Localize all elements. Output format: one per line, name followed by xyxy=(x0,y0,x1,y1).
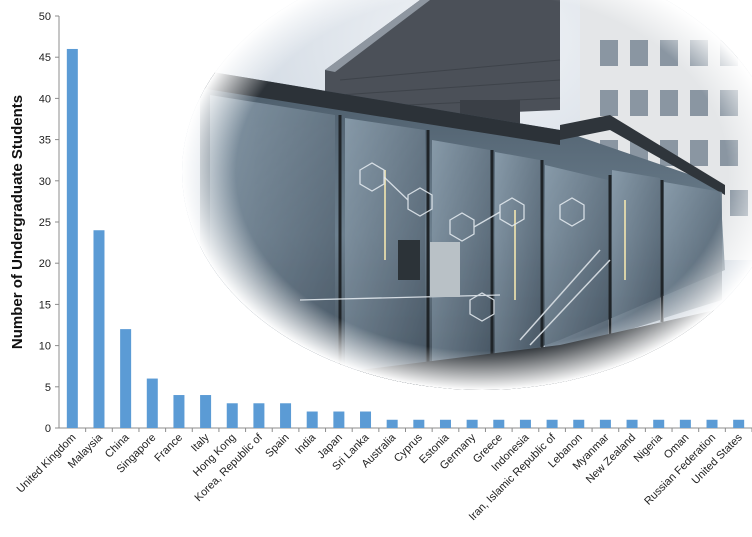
bar xyxy=(253,403,265,428)
y-tick-label: 35 xyxy=(39,135,51,147)
bar xyxy=(546,419,558,428)
y-axis-ticks: 0 5 10 15 20 25 30 35 40 45 50 xyxy=(39,11,59,435)
y-tick-label: 30 xyxy=(39,176,51,188)
x-category-label: Spain xyxy=(263,432,291,460)
y-tick-label: 5 xyxy=(45,382,51,394)
bar xyxy=(653,419,665,428)
x-category-label: Nigeria xyxy=(632,431,666,465)
bar xyxy=(66,48,78,429)
bar xyxy=(519,419,531,428)
bar xyxy=(226,403,238,428)
bar xyxy=(733,419,745,428)
y-tick-label: 15 xyxy=(39,299,51,311)
bar xyxy=(413,419,425,428)
x-category-label: France xyxy=(152,432,185,465)
bar xyxy=(306,411,318,428)
bar xyxy=(706,419,718,428)
bar xyxy=(333,411,345,428)
bar xyxy=(120,329,132,428)
bar xyxy=(146,378,158,428)
bar xyxy=(439,419,451,428)
photo-vignette xyxy=(182,0,752,390)
x-axis-labels: United KingdomMalaysiaChinaSingaporeFran… xyxy=(15,428,752,523)
y-tick-label: 0 xyxy=(45,423,51,435)
y-tick-label: 25 xyxy=(39,217,51,229)
bar xyxy=(93,230,105,428)
bar xyxy=(200,395,212,428)
y-tick-label: 45 xyxy=(39,52,51,64)
bar xyxy=(360,411,372,428)
y-tick-label: 50 xyxy=(39,11,51,23)
y-tick-label: 10 xyxy=(39,341,51,353)
bar xyxy=(573,419,585,428)
bars xyxy=(66,48,745,429)
bar xyxy=(493,419,505,428)
bar xyxy=(599,419,611,428)
y-axis-label: Number of Undergraduate Students xyxy=(9,95,26,349)
bar xyxy=(626,419,638,428)
x-category-label: Italy xyxy=(189,431,212,454)
bar xyxy=(173,395,185,428)
y-tick-label: 20 xyxy=(39,258,51,270)
bar xyxy=(280,403,292,428)
bar xyxy=(466,419,478,428)
bar xyxy=(386,419,398,428)
y-tick-label: 40 xyxy=(39,93,51,105)
bar xyxy=(679,419,691,428)
